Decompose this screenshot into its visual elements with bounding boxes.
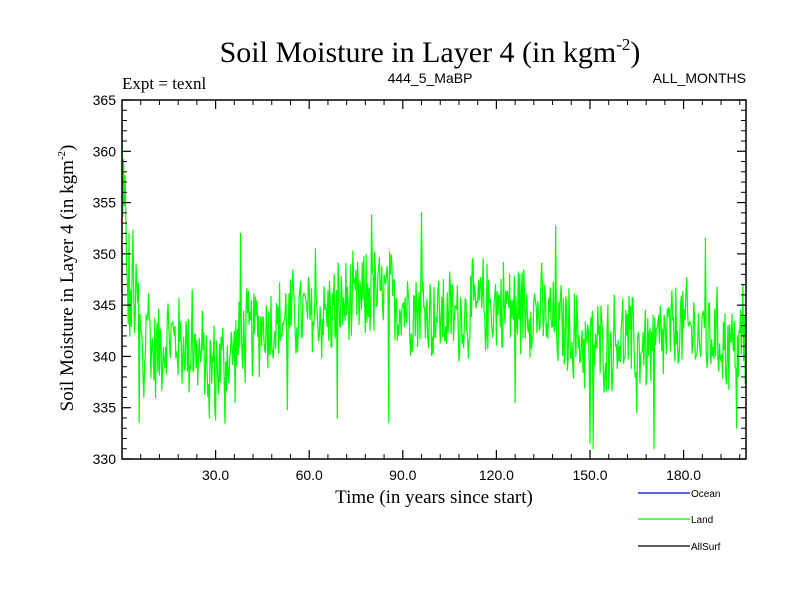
x-tick-label: 150.0 [572,467,607,483]
plot-area: 330 335 340 345 350 355 360 365 30.0 60.0 90.0 120.… [93,92,747,483]
y-axis-label-superscript: -2 [56,151,68,160]
subtitle-left: Expt = texnl [122,74,206,93]
y-axis-label: Soil Moisture in Layer 4 (in kgm-2) [56,145,78,412]
x-tick-label: 180.0 [666,467,701,483]
y-tick-label: 340 [93,348,117,364]
x-axis-label: Time (in years since start) [335,487,533,508]
y-tick-label: 330 [93,451,117,467]
plot-frame [121,99,747,460]
tick-layer: 330 335 340 345 350 355 360 365 30.0 60.0 90.0 120.… [93,92,746,483]
chart-title: Soil Moisture in Layer 4 (in kgm-2) [220,35,641,69]
y-tick-label: 345 [93,297,117,313]
series-line-land [122,120,746,450]
y-tick-label: 350 [93,246,117,262]
y-tick-label: 355 [93,195,117,211]
y-tick-label: 335 [93,400,117,416]
subtitle-right: ALL_MONTHS [653,70,746,86]
x-tick-label: 90.0 [389,467,416,483]
y-tick-label: 365 [93,92,117,108]
legend-label-allsurf: AllSurf [691,542,721,553]
legend: Ocean Land AllSurf [638,489,721,553]
x-tick-label: 120.0 [479,467,514,483]
legend-label-ocean: Ocean [691,489,720,500]
x-tick-label: 30.0 [202,467,229,483]
y-tick-label: 360 [93,143,117,159]
subtitle-center: 444_5_MaBP [388,70,473,86]
chart-title-superscript: -2 [616,35,630,54]
x-tick-label: 60.0 [296,467,323,483]
legend-label-land: Land [691,515,713,526]
